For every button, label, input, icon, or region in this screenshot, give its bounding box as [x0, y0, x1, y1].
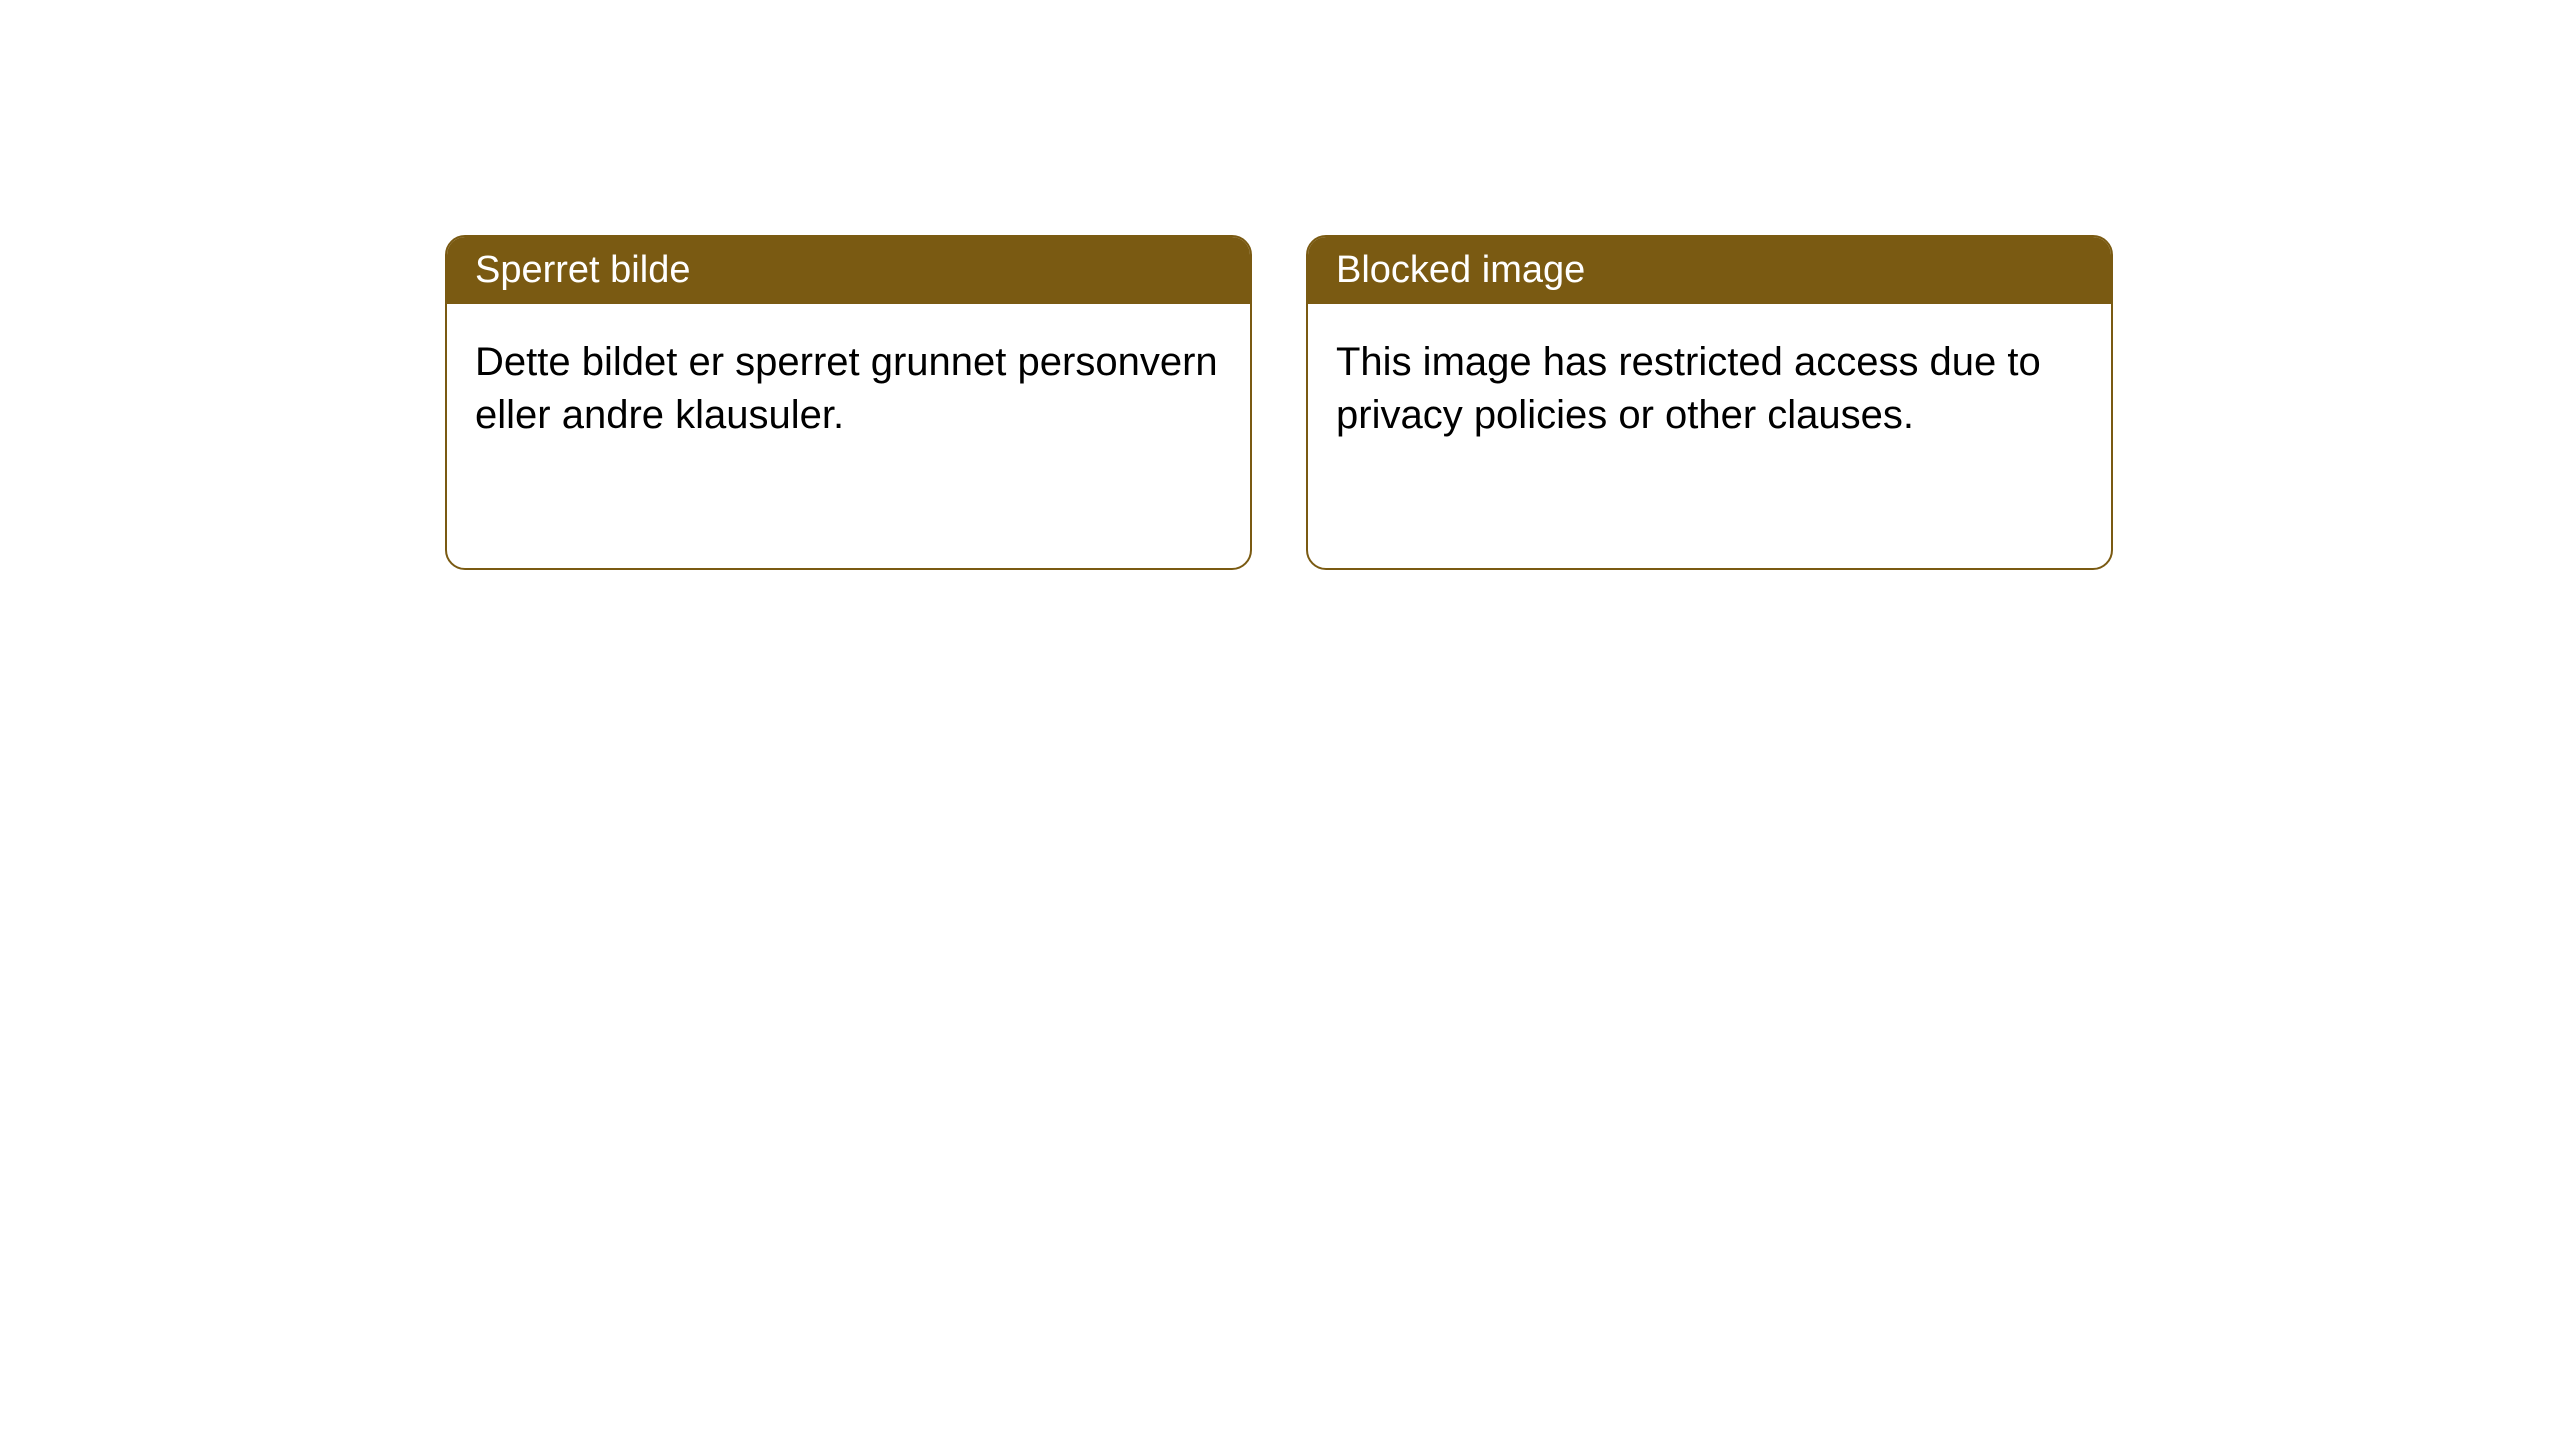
notice-body-english: This image has restricted access due to … [1308, 304, 2111, 474]
notice-card-english: Blocked image This image has restricted … [1306, 235, 2113, 570]
notice-header-english: Blocked image [1308, 237, 2111, 304]
notice-body-norwegian: Dette bildet er sperret grunnet personve… [447, 304, 1250, 474]
notice-header-norwegian: Sperret bilde [447, 237, 1250, 304]
notice-cards-container: Sperret bilde Dette bildet er sperret gr… [445, 235, 2113, 570]
notice-card-norwegian: Sperret bilde Dette bildet er sperret gr… [445, 235, 1252, 570]
